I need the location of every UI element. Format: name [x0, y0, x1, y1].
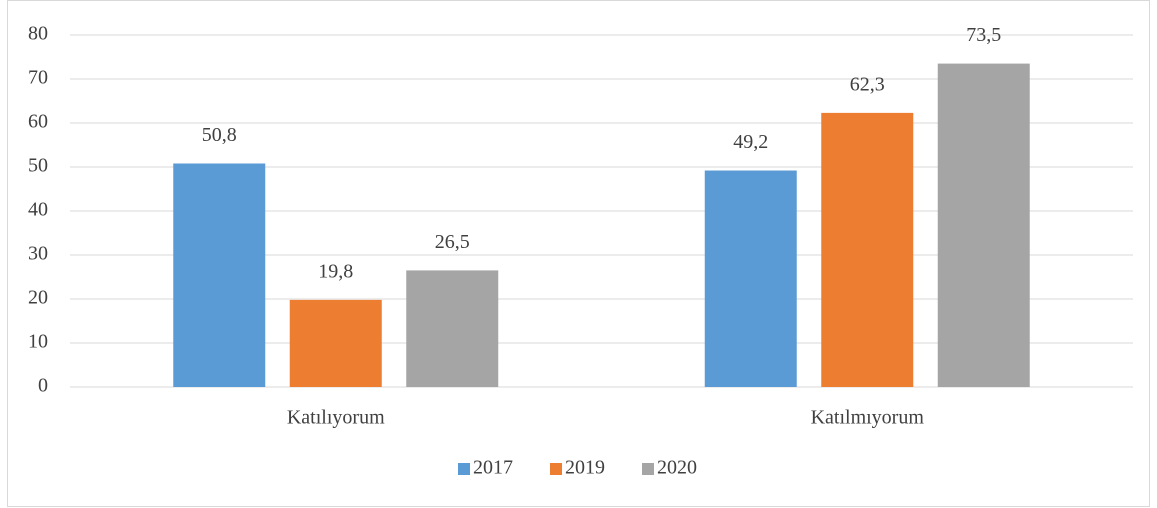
bar — [821, 112, 914, 387]
data-label: 49,2 — [733, 131, 768, 153]
data-label: 26,5 — [435, 231, 470, 253]
bar — [704, 170, 797, 387]
y-tick-label: 40 — [28, 199, 48, 221]
y-tick-label: 70 — [28, 67, 48, 89]
x-tick-label: Katılıyorum — [287, 407, 385, 429]
legend-swatch — [642, 463, 654, 475]
y-tick-label: 60 — [28, 111, 48, 133]
data-label: 19,8 — [318, 260, 353, 282]
x-tick-label: Katılmıyorum — [811, 407, 925, 429]
bar — [937, 63, 1030, 387]
legend-label: 2019 — [565, 457, 605, 479]
legend-label: 2017 — [473, 457, 513, 479]
y-tick-label: 50 — [28, 155, 48, 177]
data-label: 73,5 — [966, 24, 1001, 46]
y-tick-label: 10 — [28, 331, 48, 353]
data-label: 50,8 — [202, 124, 237, 146]
y-tick-label: 80 — [28, 23, 48, 45]
legend-swatch — [550, 463, 562, 475]
y-tick-label: 30 — [28, 243, 48, 265]
legend-swatch — [458, 463, 470, 475]
bar — [289, 299, 382, 387]
bar — [406, 270, 499, 387]
y-tick-label: 20 — [28, 287, 48, 309]
bar — [173, 163, 266, 387]
data-label: 62,3 — [850, 73, 885, 95]
y-tick-label: 0 — [38, 375, 48, 397]
legend-label: 2020 — [657, 457, 697, 479]
